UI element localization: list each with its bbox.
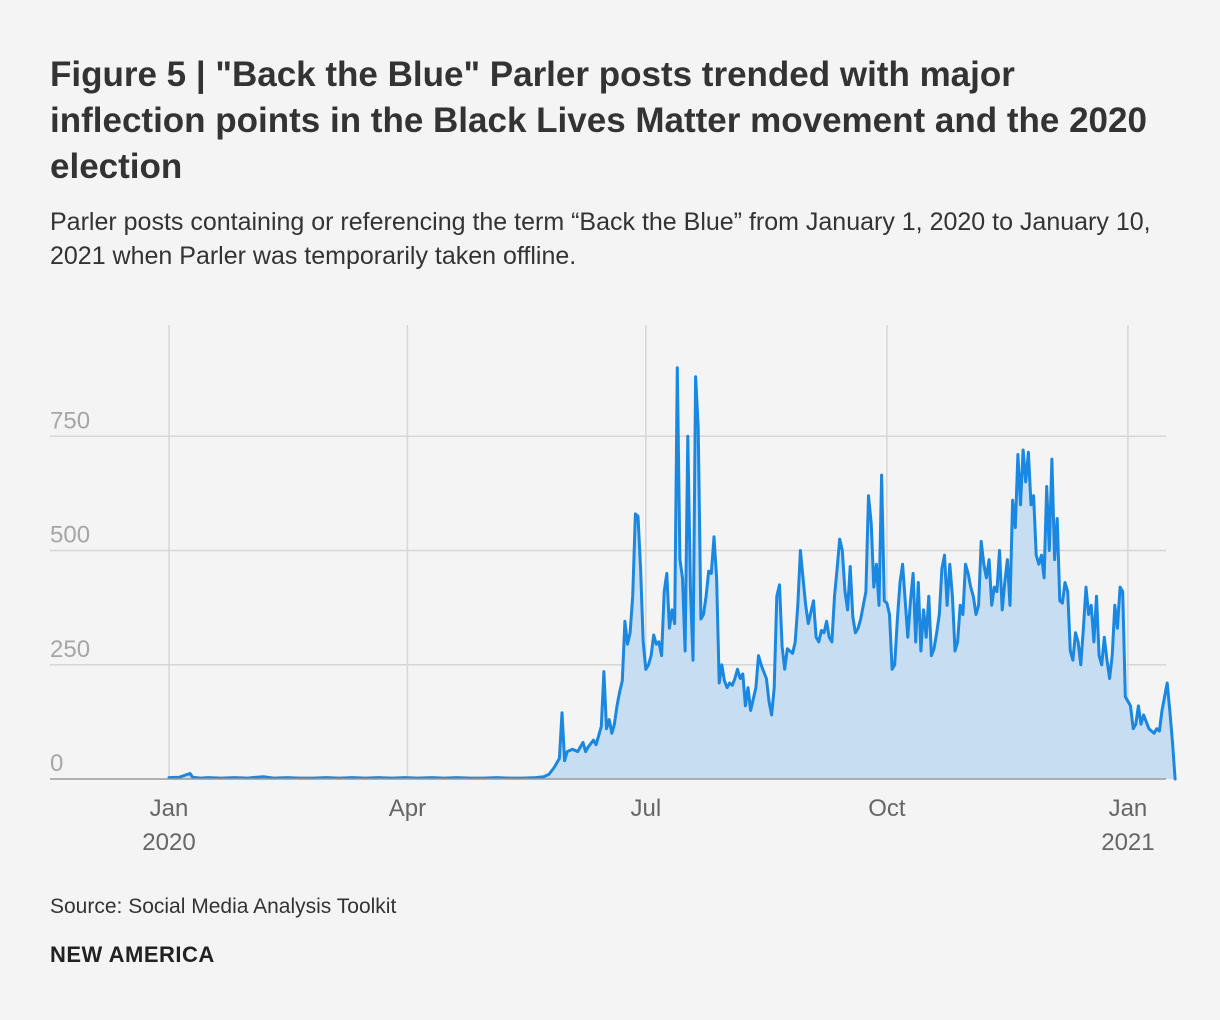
x-tick-label: Jan [1109, 795, 1148, 822]
x-tick-label: Jul [630, 795, 661, 822]
series-area [169, 367, 1176, 779]
x-tick-year-label: 2021 [1101, 829, 1154, 856]
chart-title: Figure 5 | "Back the Blue" Parler posts … [50, 55, 1147, 186]
area-chart: 0 250 500 750 Jan 2020 Apr Jul Oct Jan 2021 [50, 325, 1177, 856]
y-tick-label: 250 [50, 636, 90, 663]
y-tick-label: 0 [50, 750, 63, 777]
x-tick-label: Apr [389, 795, 426, 822]
chart-subtitle: Parler posts containing or referencing t… [50, 208, 1151, 270]
x-tick-year-label: 2020 [142, 829, 195, 856]
x-tick-label: Jan [150, 795, 189, 822]
x-tick-label: Oct [868, 795, 906, 822]
x-axis-ticks: Jan 2020 Apr Jul Oct Jan 2021 [142, 795, 1154, 856]
brand-logo: NEW AMERICA [50, 942, 215, 967]
source-note: Source: Social Media Analysis Toolkit [50, 895, 397, 918]
y-tick-label: 750 [50, 407, 90, 434]
y-tick-label: 500 [50, 522, 90, 549]
y-axis-ticks: 0 250 500 750 [50, 407, 90, 777]
series-line [167, 366, 1177, 781]
